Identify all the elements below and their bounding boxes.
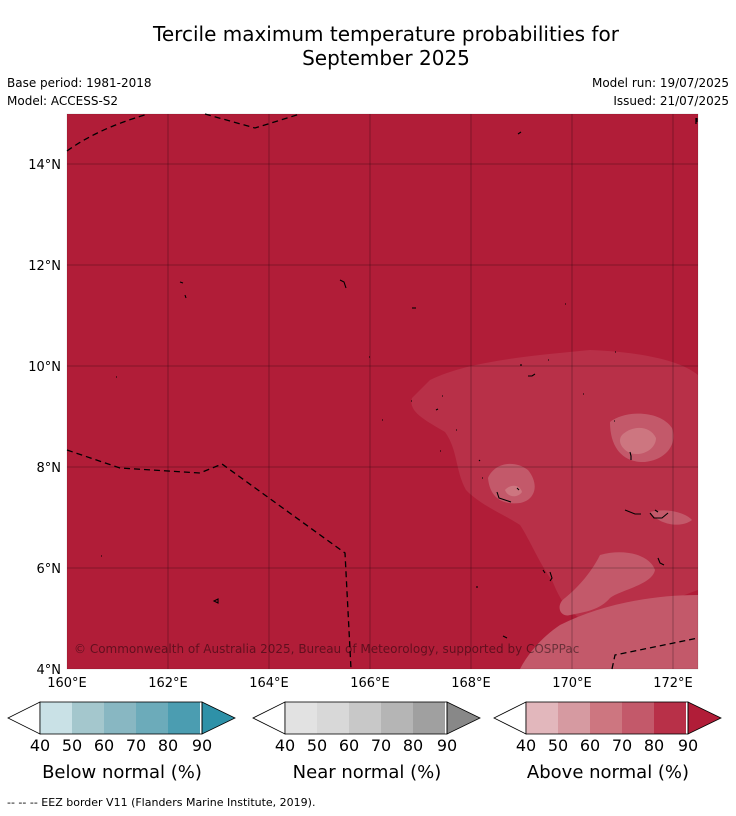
y-tick-8n: 8°N (37, 461, 62, 476)
cb-near-4 (413, 702, 445, 734)
cb-below-5 (202, 702, 235, 734)
cb-below-3 (136, 702, 168, 734)
colorbar-below-normal: 40 50 60 70 80 90 Below normal (%) (7, 701, 236, 783)
colorbar-near-normal: 40 50 60 70 80 90 Near normal (%) (252, 701, 481, 783)
map-frame (66, 113, 699, 670)
map-panel: © Commonwealth of Australia 2025, Bureau… (66, 113, 699, 670)
cb-above-1 (558, 702, 590, 734)
cb-above-5 (688, 702, 721, 734)
x-tick-164e: 164°E (249, 676, 289, 691)
cb-below-tick-50: 50 (62, 736, 82, 755)
cb-below-tick-70: 70 (126, 736, 146, 755)
x-tick-162e: 162°E (148, 676, 188, 691)
map-title: Tercile maximum temperature probabilitie… (0, 22, 736, 70)
model-run: Model run: 19/07/2025 (591, 76, 729, 90)
cb-below-4 (168, 702, 200, 734)
cb-below-tick-90: 90 (192, 736, 212, 755)
y-axis: 14°N 12°N 10°N 8°N 6°N 4°N (28, 158, 61, 678)
meta-right: Model run: 19/07/2025 Issued: 21/07/2025 (592, 74, 729, 110)
base-period: Base period: 1981-2018 (7, 76, 152, 90)
cb-below-2 (104, 702, 136, 734)
eez-border (66, 113, 699, 670)
x-tick-160e: 160°E (47, 676, 87, 691)
y-tick-4n: 4°N (37, 663, 62, 678)
x-axis: 160°E 162°E 164°E 166°E 168°E 170°E 172°… (47, 676, 693, 691)
y-tick-6n: 6°N (37, 562, 62, 577)
y-tick-14n: 14°N (28, 158, 61, 173)
cb-above-tick-40: 40 (516, 736, 536, 755)
cb-above-tick-50: 50 (548, 736, 568, 755)
eez-footnote: -- -- -- EEZ border V11 (Flanders Marine… (7, 796, 316, 809)
x-tick-168e: 168°E (451, 676, 491, 691)
cb-above-2 (590, 702, 622, 734)
cb-near-title: Near normal (%) (293, 762, 442, 783)
cb-near-5 (447, 702, 480, 734)
cb-near-1 (317, 702, 349, 734)
cb-above-tick-70: 70 (612, 736, 632, 755)
cb-near-tick-50: 50 (307, 736, 327, 755)
cb-above-title: Above normal (%) (527, 762, 689, 783)
colorbar-above-normal: 40 50 60 70 80 90 Above normal (%) (493, 701, 722, 783)
cb-below-title: Below normal (%) (42, 762, 202, 783)
x-tick-166e: 166°E (350, 676, 390, 691)
x-tick-170e: 170°E (552, 676, 592, 691)
cb-above-tick-80: 80 (644, 736, 664, 755)
cb-near-tick-80: 80 (403, 736, 423, 755)
cb-above-0 (526, 702, 558, 734)
cb-below-tick-40: 40 (30, 736, 50, 755)
title-line-1: Tercile maximum temperature probabilitie… (153, 22, 619, 46)
cb-above-3 (622, 702, 654, 734)
cb-near-2 (349, 702, 381, 734)
cb-near-tick-60: 60 (339, 736, 359, 755)
cb-below-0 (40, 702, 72, 734)
cb-below-tick-60: 60 (94, 736, 114, 755)
cb-above-4 (654, 702, 686, 734)
contour-60-70 (520, 552, 698, 669)
y-tick-10n: 10°N (28, 360, 61, 375)
copyright-text: © Commonwealth of Australia 2025, Bureau… (74, 642, 579, 656)
cb-near-0 (285, 702, 317, 734)
y-tick-12n: 12°N (28, 259, 61, 274)
islands (101, 118, 698, 639)
cb-above-tick-60: 60 (580, 736, 600, 755)
cb-below-tick-80: 80 (158, 736, 178, 755)
cb-near-3 (381, 702, 413, 734)
cb-below-1 (72, 702, 104, 734)
cb-near-tick-70: 70 (371, 736, 391, 755)
issued-date: Issued: 21/07/2025 (613, 94, 729, 108)
model-name: Model: ACCESS-S2 (7, 94, 119, 108)
graticule (67, 114, 698, 669)
cb-near-tick-90: 90 (437, 736, 457, 755)
meta-left: Base period: 1981-2018 Model: ACCESS-S2 (7, 74, 152, 110)
contour-50-60 (505, 427, 656, 497)
cb-above-tick-90: 90 (678, 736, 698, 755)
x-tick-172e: 172°E (653, 676, 693, 691)
title-line-2: September 2025 (302, 46, 470, 70)
cb-near-tick-40: 40 (275, 736, 295, 755)
